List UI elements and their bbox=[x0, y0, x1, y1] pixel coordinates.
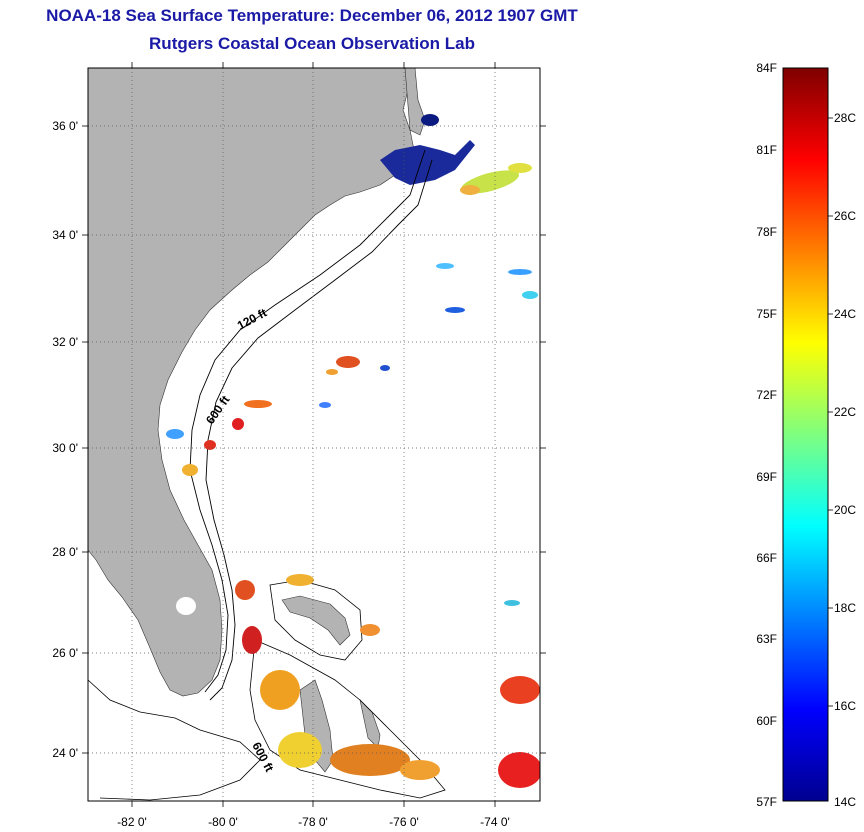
land-bahamas-north bbox=[281, 595, 351, 646]
colorbar-f-label: 66F bbox=[756, 551, 777, 565]
colorbar-c-label: 16C bbox=[834, 699, 856, 713]
lon-label: -82 0' bbox=[117, 815, 147, 829]
colorbar-f-label: 69F bbox=[756, 470, 777, 484]
colorbar-f-label: 84F bbox=[756, 61, 777, 75]
colorbar-c-labels: 28C 26C 24C 22C 20C 18C 16C 14C bbox=[834, 111, 856, 809]
lon-labels: -82 0' -80 0' -78 0' -76 0' -74 0' bbox=[117, 815, 510, 829]
sst-patches bbox=[166, 163, 540, 788]
colorbar-c-label: 18C bbox=[834, 601, 856, 615]
tick-marks bbox=[82, 62, 546, 807]
lat-labels: 36 0' 34 0' 32 0' 30 0' 28 0' 26 0' 24 0… bbox=[52, 119, 78, 760]
colorbar-f-label: 81F bbox=[756, 143, 777, 157]
lat-label: 36 0' bbox=[52, 119, 78, 133]
lat-label: 26 0' bbox=[52, 646, 78, 660]
colorbar-f-label: 57F bbox=[756, 795, 777, 809]
lon-label: -76 0' bbox=[389, 815, 419, 829]
contour-120ft bbox=[189, 149, 426, 693]
contour-keys bbox=[88, 679, 261, 801]
colorbar-f-label: 72F bbox=[756, 388, 777, 402]
lat-label: 32 0' bbox=[52, 335, 78, 349]
colorbar-c-label: 14C bbox=[834, 795, 856, 809]
contour-bahamas-2 bbox=[249, 639, 446, 799]
lat-label: 30 0' bbox=[52, 441, 78, 455]
contour-600ft bbox=[205, 159, 433, 701]
pamlico-sound bbox=[380, 140, 475, 185]
colorbar-f-label: 60F bbox=[756, 714, 777, 728]
lon-label: -74 0' bbox=[480, 815, 510, 829]
colorbar-c-ticks bbox=[828, 117, 833, 707]
lat-label: 28 0' bbox=[52, 545, 78, 559]
colorbar-c-label: 22C bbox=[834, 405, 856, 419]
map-frame bbox=[87, 67, 541, 802]
colorbar-c-label: 26C bbox=[834, 209, 856, 223]
contour-bahamas bbox=[269, 579, 363, 661]
map-title: NOAA-18 Sea Surface Temperature: Decembe… bbox=[46, 6, 578, 25]
colorbar-f-label: 63F bbox=[756, 632, 777, 646]
lon-label: -80 0' bbox=[208, 815, 238, 829]
lat-label: 24 0' bbox=[52, 746, 78, 760]
colorbar-f-labels: 84F 81F 78F 75F 72F 69F 66F 63F 60F 57F bbox=[756, 61, 777, 809]
lat-label: 34 0' bbox=[52, 228, 78, 242]
colorbar bbox=[782, 67, 829, 802]
lake-okeechobee bbox=[176, 597, 196, 615]
land-mainland bbox=[88, 68, 415, 697]
colorbar-f-label: 75F bbox=[756, 307, 777, 321]
map-subtitle: Rutgers Coastal Ocean Observation Lab bbox=[149, 34, 475, 53]
colorbar-f-label: 78F bbox=[756, 225, 777, 239]
grid-lines bbox=[88, 68, 540, 801]
colorbar-c-label: 20C bbox=[834, 503, 856, 517]
colorbar-c-label: 24C bbox=[834, 307, 856, 321]
lon-label: -78 0' bbox=[298, 815, 328, 829]
albemarle-sound bbox=[421, 114, 439, 126]
colorbar-c-label: 28C bbox=[834, 111, 856, 125]
